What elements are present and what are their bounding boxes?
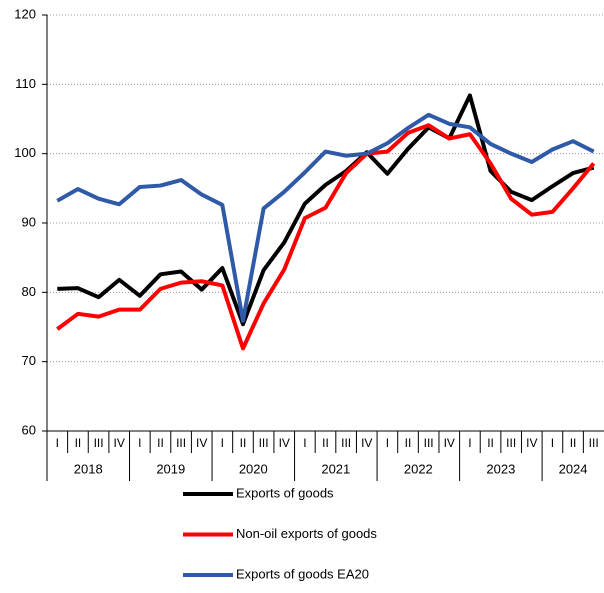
year-label: 2022 [404, 461, 433, 476]
x-tick-label: IV [361, 436, 372, 450]
x-tick-label: IV [526, 436, 537, 450]
year-label: 2020 [239, 461, 268, 476]
y-tick-label: 120 [14, 6, 36, 21]
x-tick-label: I [303, 436, 306, 450]
x-tick-label: IV [196, 436, 207, 450]
legend-label: Exports of goods EA20 [236, 566, 369, 581]
year-label: 2021 [321, 461, 350, 476]
x-tick-label: IV [114, 436, 125, 450]
x-tick-label: I [138, 436, 141, 450]
y-tick-label: 90 [22, 214, 36, 229]
year-label: 2019 [156, 461, 185, 476]
year-label: 2018 [74, 461, 103, 476]
x-tick-label: IV [279, 436, 290, 450]
x-tick-label: III [506, 436, 516, 450]
x-tick-label: II [157, 436, 164, 450]
x-tick-label: II [487, 436, 494, 450]
x-tick-label: III [94, 436, 104, 450]
x-tick-label: III [341, 436, 351, 450]
x-tick-label: I [386, 436, 389, 450]
y-tick-label: 70 [22, 353, 36, 368]
x-tick-label: II [240, 436, 247, 450]
x-tick-label: IV [444, 436, 455, 450]
x-tick-label: III [176, 436, 186, 450]
x-tick-label: II [570, 436, 577, 450]
x-tick-label: II [405, 436, 412, 450]
year-label: 2023 [486, 461, 515, 476]
x-tick-label: II [75, 436, 82, 450]
y-tick-label: 60 [22, 422, 36, 437]
series-line [56, 123, 596, 351]
x-tick-label: I [468, 436, 471, 450]
x-tick-label: III [424, 436, 434, 450]
legend-label: Exports of goods [236, 485, 334, 500]
y-tick-label: 110 [15, 76, 36, 91]
series-line [56, 112, 595, 323]
year-label: 2024 [559, 461, 588, 476]
y-tick-label: 100 [14, 145, 36, 160]
x-tick-label: I [551, 436, 554, 450]
x-tick-label: I [56, 436, 59, 450]
legend-label: Non-oil exports of goods [236, 526, 377, 541]
x-tick-label: III [589, 436, 599, 450]
x-tick-label: I [221, 436, 224, 450]
x-tick-label: II [322, 436, 329, 450]
x-tick-label: III [259, 436, 269, 450]
y-tick-label: 80 [22, 284, 36, 299]
